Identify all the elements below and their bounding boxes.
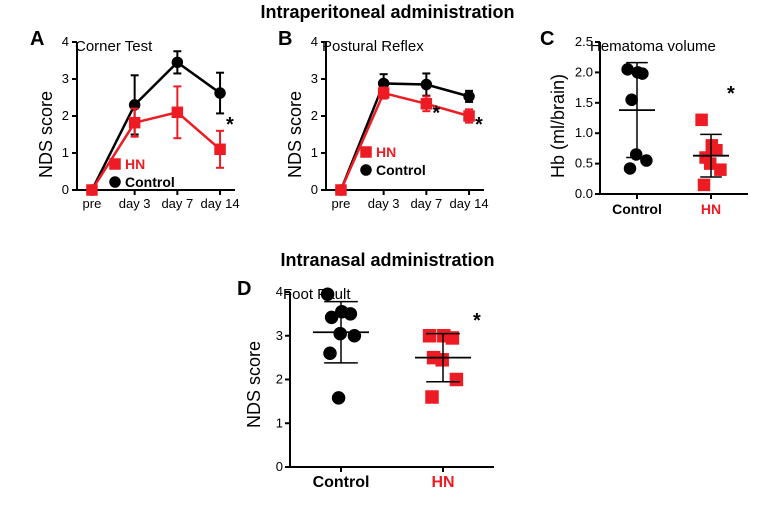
svg-text:HN: HN bbox=[376, 144, 396, 160]
svg-text:Control: Control bbox=[612, 201, 662, 217]
svg-text:0: 0 bbox=[311, 182, 318, 197]
svg-text:HN: HN bbox=[125, 156, 145, 172]
svg-text:*: * bbox=[226, 114, 234, 136]
svg-text:day 7: day 7 bbox=[410, 196, 442, 211]
svg-text:*: * bbox=[727, 83, 735, 105]
svg-text:2: 2 bbox=[62, 108, 69, 123]
panel-label-c: C bbox=[540, 28, 554, 51]
svg-text:HN: HN bbox=[431, 474, 454, 491]
svg-text:0.0: 0.0 bbox=[575, 186, 593, 201]
svg-text:4: 4 bbox=[311, 34, 318, 49]
panel-label-d: D bbox=[237, 278, 251, 301]
svg-text:*: * bbox=[432, 102, 440, 124]
svg-text:0: 0 bbox=[62, 182, 69, 197]
svg-text:3: 3 bbox=[62, 71, 69, 86]
svg-text:1.5: 1.5 bbox=[575, 95, 593, 110]
svg-text:pre: pre bbox=[332, 196, 351, 211]
svg-text:1: 1 bbox=[311, 145, 318, 160]
svg-text:*: * bbox=[475, 114, 483, 136]
svg-text:day 14: day 14 bbox=[450, 196, 489, 211]
svg-text:day 14: day 14 bbox=[201, 196, 240, 211]
title-mid: Intranasal administration bbox=[0, 250, 775, 271]
svg-text:3: 3 bbox=[311, 71, 318, 86]
svg-text:0: 0 bbox=[276, 459, 283, 474]
svg-text:3: 3 bbox=[276, 328, 283, 343]
chart-corner-test: 0 1 2 3 4 pre day 3 day 7 day 14 * HN Control bbox=[45, 34, 245, 224]
svg-text:day 3: day 3 bbox=[368, 196, 400, 211]
svg-text:Control: Control bbox=[125, 174, 175, 190]
svg-text:1: 1 bbox=[62, 145, 69, 160]
svg-text:2.5: 2.5 bbox=[575, 34, 593, 49]
chart-hematoma-volume: 0.0 0.5 1.0 1.5 2.0 2.5 Control HN * bbox=[558, 34, 758, 224]
svg-text:4: 4 bbox=[62, 34, 69, 49]
svg-text:*: * bbox=[473, 310, 481, 332]
svg-text:1: 1 bbox=[276, 415, 283, 430]
svg-text:HN: HN bbox=[701, 201, 721, 217]
panel-label-a: A bbox=[30, 28, 44, 51]
svg-text:pre: pre bbox=[83, 196, 102, 211]
svg-text:Control: Control bbox=[313, 474, 370, 491]
svg-text:2: 2 bbox=[276, 372, 283, 387]
svg-text:day 7: day 7 bbox=[161, 196, 193, 211]
title-top: Intraperitoneal administration bbox=[0, 2, 775, 23]
svg-text:1.0: 1.0 bbox=[575, 125, 593, 140]
chart-postural-reflex: 0 1 2 3 4 pre day 3 day 7 day 14 * * HN Control bbox=[294, 34, 494, 224]
chart-foot-fault: 0 1 2 3 4 Control HN * bbox=[254, 284, 514, 499]
svg-text:2: 2 bbox=[311, 108, 318, 123]
svg-text:0.5: 0.5 bbox=[575, 156, 593, 171]
svg-text:day 3: day 3 bbox=[119, 196, 151, 211]
figure-root: Intraperitoneal administration A Corner … bbox=[0, 0, 775, 514]
svg-text:2.0: 2.0 bbox=[575, 64, 593, 79]
panel-label-b: B bbox=[278, 28, 292, 51]
svg-text:4: 4 bbox=[276, 284, 283, 299]
svg-text:Control: Control bbox=[376, 162, 426, 178]
